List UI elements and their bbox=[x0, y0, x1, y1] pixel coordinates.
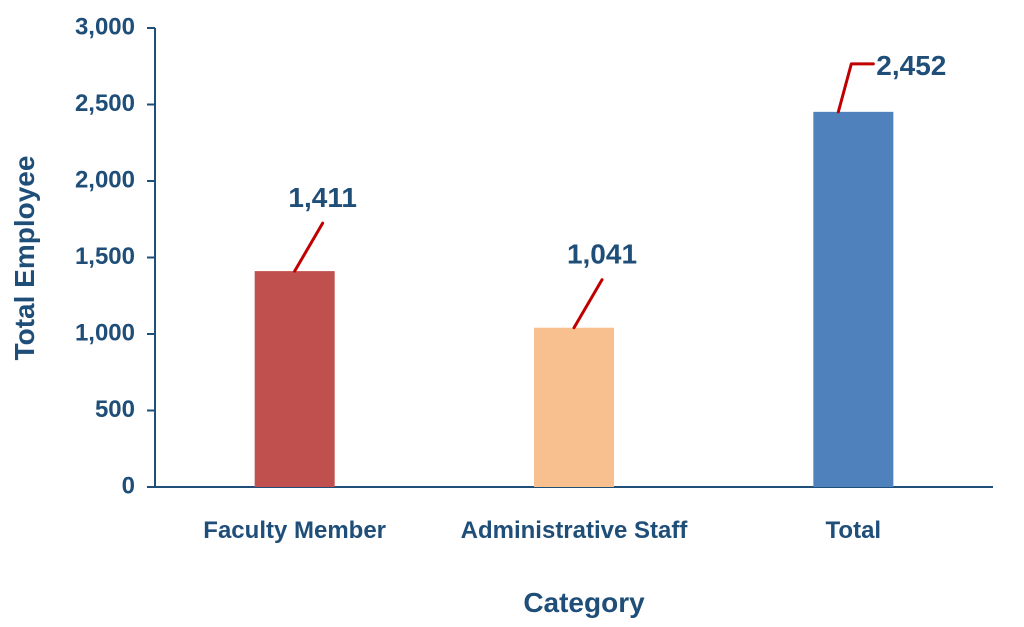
bars bbox=[254, 111, 894, 488]
data-label: 1,411 bbox=[288, 182, 357, 213]
bar-total bbox=[813, 111, 894, 488]
bar-administrative-staff bbox=[534, 327, 614, 487]
axes: 0 500 1,000 1,500 2,000 2,500 3,000 Faculty Mem… bbox=[75, 13, 993, 544]
y-tick-label: 500 bbox=[95, 396, 135, 423]
data-label-leader-line bbox=[836, 62, 875, 114]
data-label-leader-line bbox=[572, 278, 604, 330]
y-tick-label: 3,000 bbox=[75, 13, 135, 40]
data-label: 2,452 bbox=[876, 50, 946, 81]
y-tick-label: 2,500 bbox=[75, 90, 135, 117]
x-tick-label: Administrative Staff bbox=[461, 517, 689, 544]
x-axis-title: Category bbox=[523, 587, 645, 618]
y-tick-label: 0 bbox=[122, 472, 135, 499]
y-tick-label: 2,000 bbox=[75, 166, 135, 193]
x-tick-label: Total bbox=[826, 517, 882, 544]
y-tick-label: 1,500 bbox=[75, 243, 135, 270]
y-axis-title: Total Employee bbox=[9, 156, 40, 361]
data-label: 1,041 bbox=[567, 239, 637, 270]
data-label-leader-line bbox=[293, 221, 325, 273]
bar-faculty-member bbox=[254, 271, 335, 487]
data-labels: 1,411 1,041 2,452 bbox=[288, 50, 946, 330]
y-tick-label: 1,000 bbox=[75, 319, 135, 346]
x-tick-label: Faculty Member bbox=[203, 517, 386, 544]
